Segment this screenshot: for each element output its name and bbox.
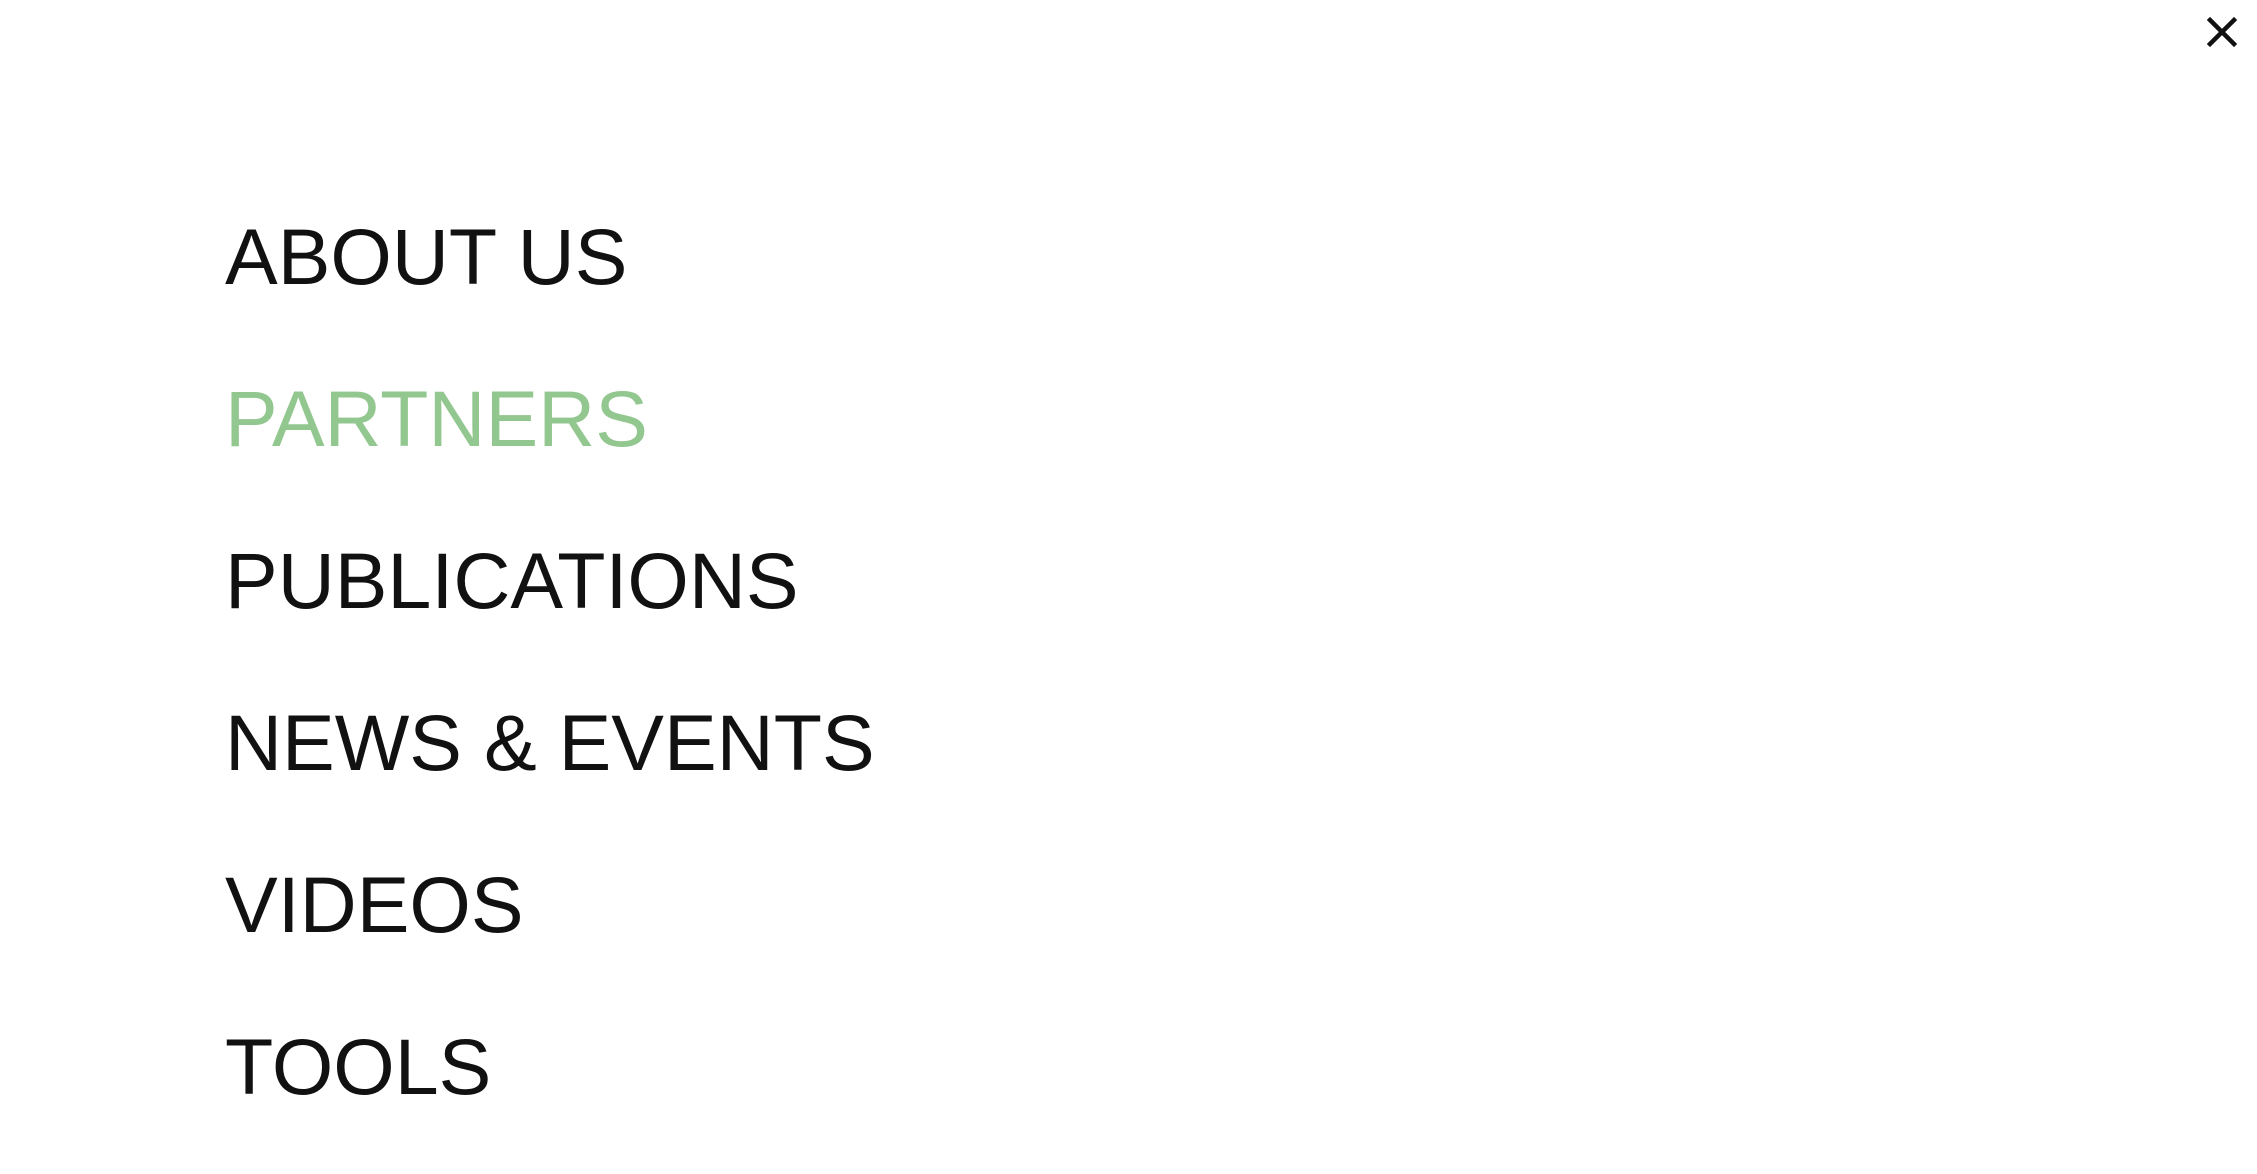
menu-item-partners: PARTNERS [225,364,875,526]
menu-item-tools: TOOLS [225,1012,875,1174]
menu-link-publications[interactable]: PUBLICATIONS [225,536,799,625]
menu-item-publications: PUBLICATIONS [225,526,875,688]
menu-link-news-events[interactable]: NEWS & EVENTS [225,698,875,787]
close-button[interactable] [2204,14,2240,50]
menu-link-about-us[interactable]: ABOUT US [225,212,628,301]
menu-item-news-events: NEWS & EVENTS [225,688,875,850]
menu-link-tools[interactable]: TOOLS [225,1022,492,1111]
menu-item-about-us: ABOUT US [225,202,875,364]
menu-item-videos: VIDEOS [225,850,875,1012]
main-menu: ABOUT US PARTNERS PUBLICATIONS NEWS & EV… [225,202,875,1174]
menu-link-partners[interactable]: PARTNERS [225,374,648,463]
close-icon [2206,16,2238,48]
menu-link-videos[interactable]: VIDEOS [225,860,524,949]
